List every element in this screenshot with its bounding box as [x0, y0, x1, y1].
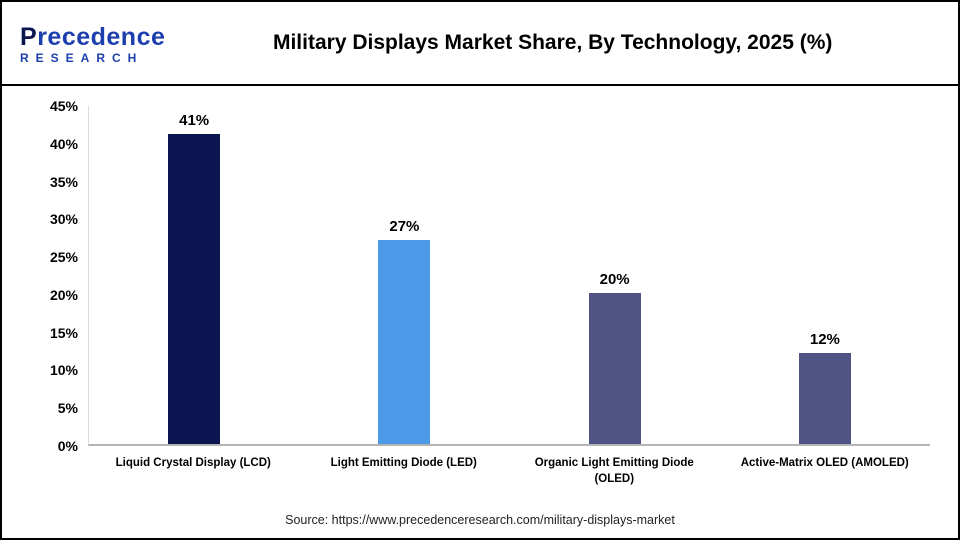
y-tick-label: 20% [49, 286, 78, 303]
bar [588, 292, 641, 444]
source-text: Source: https://www.precedenceresearch.c… [285, 513, 675, 527]
y-tick-label: 15% [49, 324, 78, 341]
brand-subtitle: RESEARCH [20, 50, 144, 65]
bar-value-label: 41% [179, 112, 210, 130]
bar [168, 134, 221, 444]
plot-area: 41% 27% 20% 12% [88, 106, 930, 446]
bar-column: 27% [299, 218, 509, 444]
brand-logo: Precedence RESEARCH [20, 22, 165, 65]
brand-name: Precedence [20, 22, 166, 51]
x-axis-category-label: Liquid Crystal Display (LCD) [115, 457, 271, 469]
y-tick-label: 0% [57, 438, 78, 454]
y-tick-label: 40% [49, 135, 78, 152]
y-tick-label: 45% [49, 98, 78, 114]
x-axis-category-label: Active-Matrix OLED (AMOLED) [740, 457, 909, 469]
bar [378, 240, 431, 444]
y-tick-label: 30% [49, 211, 78, 228]
y-tick-label: 10% [49, 362, 78, 379]
chart-body: 0% 5% 10% 15% 20% 25% 30% 35% 40% 45% 41% 27% 20% 12… [30, 98, 930, 454]
bar-value-label: 27% [389, 218, 420, 235]
bar-column: 12% [720, 331, 930, 444]
y-axis: 0% 5% 10% 15% 20% 25% 30% 35% 40% 45% [30, 98, 88, 454]
bar-column: 41% [89, 112, 299, 444]
header: Precedence RESEARCH Military Displays Ma… [2, 2, 958, 86]
y-tick-label: 25% [49, 249, 78, 266]
y-tick-label: 5% [57, 400, 78, 417]
x-axis-labels: Liquid Crystal Display (LCD) Light Emitti… [88, 446, 930, 487]
y-tick-label: 35% [49, 173, 78, 190]
x-axis-category-label: Organic Light Emitting Diode (OLED) [534, 457, 694, 486]
bar-value-label: 12% [809, 331, 840, 349]
page-title: Military Displays Market Share, By Techn… [272, 31, 833, 54]
bar-column: 20% [510, 271, 720, 444]
bar-chart: 0% 5% 10% 15% 20% 25% 30% 35% 40% 45% 41% 27% 20% 12… [30, 98, 930, 487]
bar [798, 353, 851, 444]
bar-value-label: 20% [599, 270, 630, 288]
x-axis-category-label: Light Emitting Diode (LED) [330, 457, 477, 469]
